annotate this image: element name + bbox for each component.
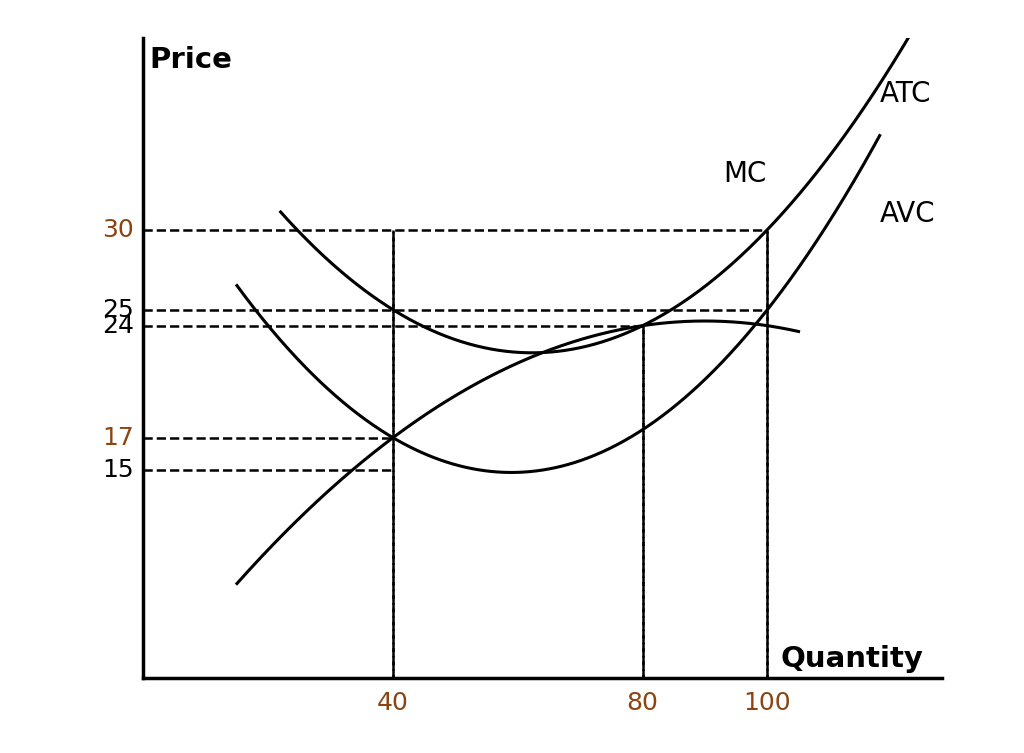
Text: MC: MC [724, 160, 767, 187]
Text: AVC: AVC [880, 200, 935, 227]
Text: Quantity: Quantity [780, 645, 924, 673]
Text: 17: 17 [102, 425, 134, 450]
Text: 80: 80 [627, 691, 658, 715]
Text: 15: 15 [102, 458, 134, 482]
Text: 100: 100 [743, 691, 792, 715]
Text: 24: 24 [102, 314, 134, 337]
Text: Price: Price [150, 46, 232, 74]
Text: 40: 40 [377, 691, 409, 715]
Text: 25: 25 [102, 297, 134, 322]
Text: 30: 30 [102, 218, 134, 242]
Text: ATC: ATC [880, 80, 931, 108]
